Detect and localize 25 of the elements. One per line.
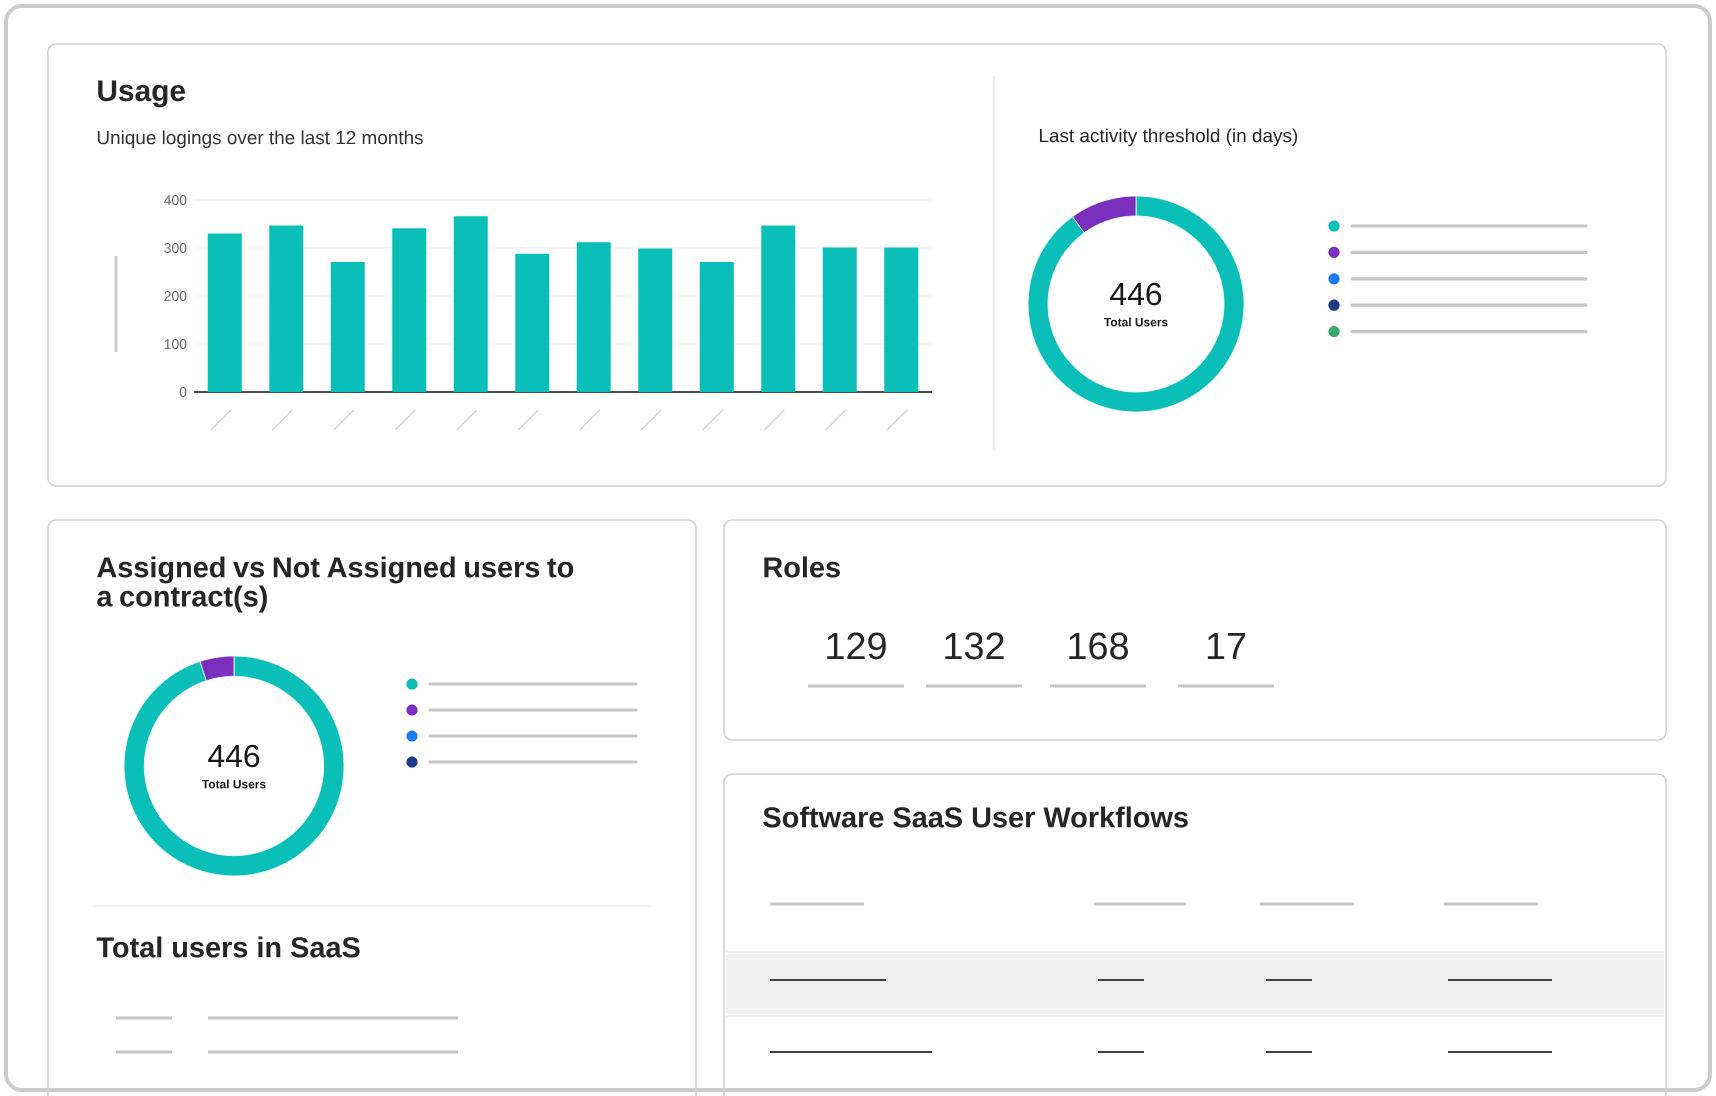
- bar: [515, 253, 550, 392]
- text: 446: [208, 744, 260, 768]
- text: Roles: [764, 556, 840, 578]
- text: 446: [1110, 282, 1162, 306]
- data-label: 132: [945, 632, 1004, 660]
- text: Total users in SaaS: [96, 936, 360, 958]
- data-label: 168: [1069, 632, 1128, 660]
- bar: [207, 233, 242, 392]
- bar: [392, 228, 427, 392]
- bar: [884, 247, 919, 392]
- bar: [761, 225, 796, 392]
- text: Software SaaS User Workflows: [763, 806, 1188, 828]
- bar: [330, 261, 365, 392]
- chart-subtitle: Unique logings over the last 12 months: [97, 130, 423, 149]
- data-label: 17: [1207, 632, 1246, 660]
- bar: [638, 248, 673, 392]
- chart-title: Last activity threshold (in days): [1039, 128, 1298, 147]
- chart-title: Usage: [98, 80, 186, 108]
- bar: [269, 225, 304, 392]
- chart-title: Assigned vs Not Assigned users to a contract(s): [97, 556, 574, 613]
- bar: [699, 261, 734, 392]
- bar: [822, 247, 857, 392]
- data-label: 129: [827, 632, 886, 660]
- bar: [453, 216, 488, 392]
- bar: [576, 242, 611, 392]
